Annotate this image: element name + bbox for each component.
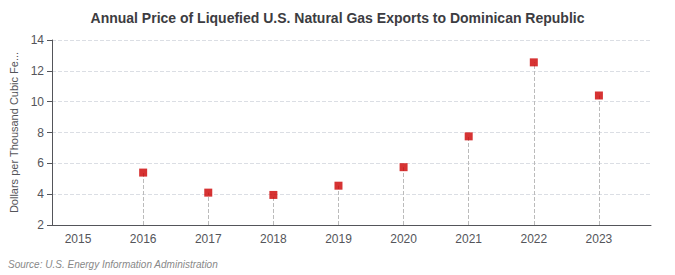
svg-text:8: 8 [37,126,44,140]
svg-text:10: 10 [31,95,45,109]
svg-text:2020: 2020 [390,232,417,246]
svg-text:Annual Price of Liquefied U.S.: Annual Price of Liquefied U.S. Natural G… [91,10,585,26]
svg-text:2021: 2021 [455,232,482,246]
svg-text:2022: 2022 [520,232,547,246]
svg-text:2016: 2016 [130,232,157,246]
svg-text:2015: 2015 [65,232,92,246]
svg-text:2023: 2023 [586,232,613,246]
svg-text:14: 14 [31,33,45,47]
svg-text:2017: 2017 [195,232,222,246]
svg-text:12: 12 [31,64,45,78]
svg-text:4: 4 [37,187,44,201]
svg-text:2018: 2018 [260,232,287,246]
svg-text:6: 6 [37,156,44,170]
svg-text:Source: U.S. Energy Informatio: Source: U.S. Energy Information Administ… [8,259,218,270]
svg-text:2: 2 [37,218,44,232]
svg-text:Dollars per Thousand Cubic Fe.: Dollars per Thousand Cubic Fe... [8,52,20,213]
svg-text:2019: 2019 [325,232,352,246]
